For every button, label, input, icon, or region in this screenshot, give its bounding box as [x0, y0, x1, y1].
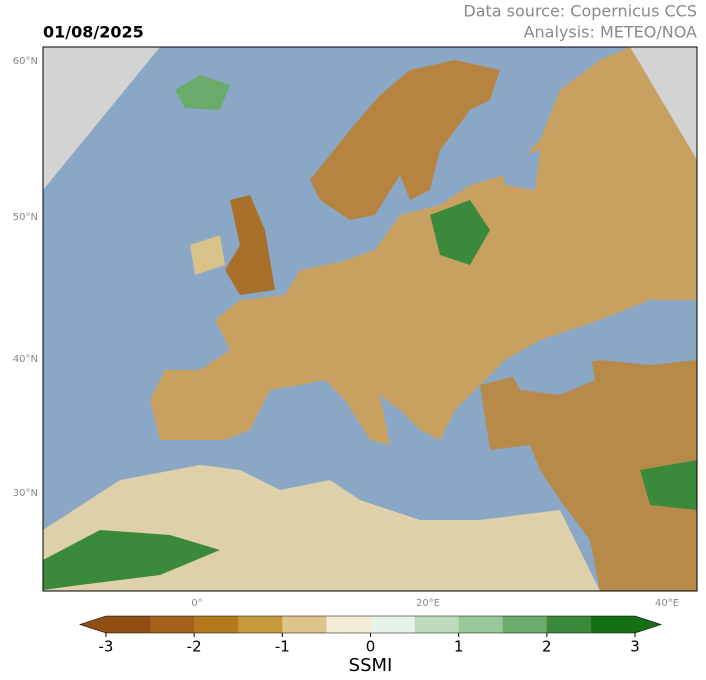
colorbar-tick-label: -2: [187, 638, 202, 656]
colorbar-segment: [238, 616, 283, 633]
colorbar-segment: [106, 616, 151, 633]
land-europe: [150, 47, 697, 445]
green-area: [640, 460, 697, 510]
colorbar-tick-label: 1: [454, 638, 464, 656]
analysis: Analysis: METEO/NOA: [524, 23, 697, 42]
lat-label: 40°N: [13, 354, 38, 365]
land-iceland: [175, 75, 230, 110]
colorbar-label: SSMI: [349, 655, 393, 676]
colorbar-tick-label: -3: [99, 638, 114, 656]
colorbar-segment: [546, 616, 592, 633]
lat-label: 60°N: [13, 56, 38, 67]
colorbar-segment: [502, 616, 548, 633]
colorbar-extend-high: [635, 616, 661, 633]
lat-label: 50°N: [13, 212, 38, 223]
colorbar-segment: [414, 616, 460, 633]
land-ireland: [190, 235, 225, 275]
land-anatolia: [480, 360, 697, 591]
lon-label: 40°E: [655, 598, 679, 609]
map: [43, 47, 697, 591]
colorbar-extend-low: [80, 616, 106, 633]
colorbar-segment: [326, 616, 371, 633]
baltic-gulf: [500, 150, 540, 190]
lon-label: 0°: [191, 598, 202, 609]
colorbar-segment: [282, 616, 327, 633]
green-area: [430, 200, 490, 265]
green-area: [43, 530, 220, 590]
colorbar-segment: [194, 616, 239, 633]
land-britain: [225, 195, 275, 295]
graticule-labels: 60°N 50°N 40°N 30°N 0° 20°E 40°E: [13, 56, 679, 609]
colorbar-tick-label: 3: [630, 638, 640, 656]
colorbar-tick-label: 2: [542, 638, 552, 656]
lat-label: 30°N: [13, 488, 38, 499]
colorbar-segment: [370, 616, 416, 633]
lon-label: 20°E: [416, 598, 440, 609]
date: 01/08/2025: [43, 23, 144, 42]
colorbar-segment: [458, 616, 504, 633]
data-source: Data source: Copernicus CCS: [463, 2, 697, 21]
map-frame: [42, 46, 698, 592]
colorbar: -3 -2 -1 0 1 2 3 SSMI: [79, 615, 662, 676]
black-sea: [505, 345, 595, 395]
colorbar-segment: [590, 616, 636, 633]
colorbar-tick-label: -1: [275, 638, 290, 656]
colorbar-segment: [150, 616, 195, 633]
land-scandinavia: [310, 60, 500, 220]
colorbar-tick-label: 0: [366, 638, 376, 656]
